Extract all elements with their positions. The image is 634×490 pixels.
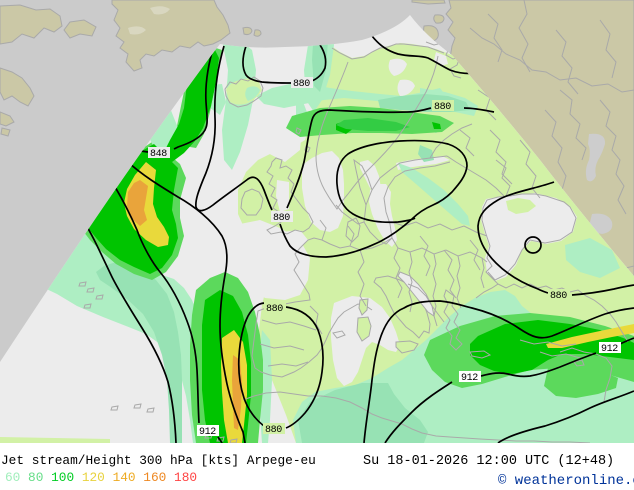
svg-text:880: 880 [265,425,282,436]
svg-text:© weatheronline.co.uk: © weatheronline.co.uk [498,473,634,489]
svg-text:880: 880 [434,102,451,113]
svg-text:Jet stream/Height 300 hPa [kts: Jet stream/Height 300 hPa [kts] Arpege-e… [1,453,316,468]
svg-text:880: 880 [266,304,283,315]
svg-text:912: 912 [601,344,618,355]
svg-text:880: 880 [293,79,310,90]
svg-text:Su 18-01-2026 12:00 UTC (12+48: Su 18-01-2026 12:00 UTC (12+48) [363,454,614,469]
svg-text:848: 848 [150,149,167,160]
svg-text:880: 880 [550,291,567,302]
svg-text:912: 912 [199,427,216,438]
svg-text:880: 880 [273,213,290,224]
svg-text:60 80 100 120 140 160 180: 60 80 100 120 140 160 180 [5,470,197,485]
svg-text:912: 912 [461,373,478,384]
